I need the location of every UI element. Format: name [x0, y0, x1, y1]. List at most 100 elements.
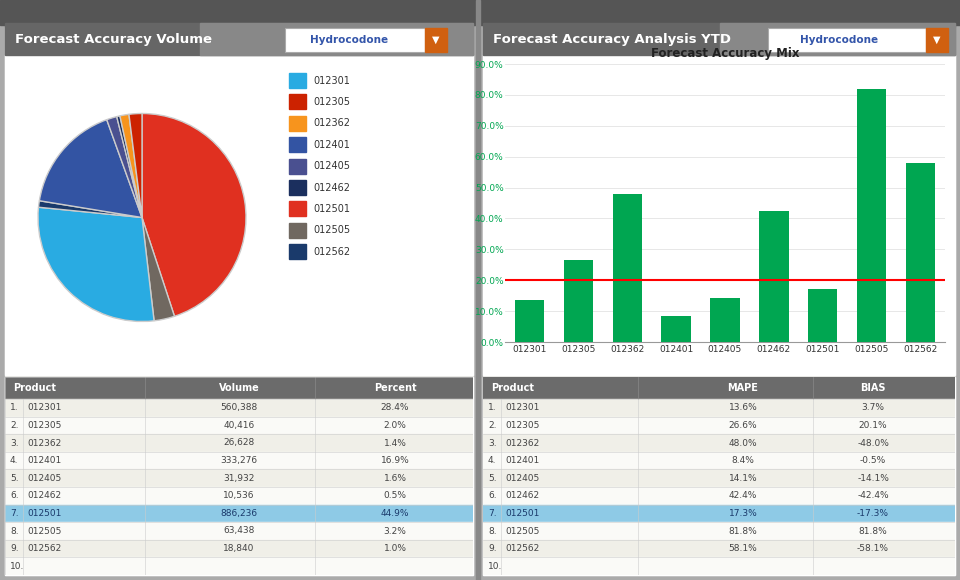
Bar [5, 377, 473, 399]
Text: 58.1%: 58.1% [729, 544, 757, 553]
Text: 2.: 2. [488, 421, 496, 430]
Bar [476, 0, 480, 580]
Text: 44.9%: 44.9% [381, 509, 409, 518]
Text: 012505: 012505 [313, 226, 350, 235]
Text: 6.: 6. [10, 491, 18, 501]
Text: 012305: 012305 [27, 421, 61, 430]
Bar [483, 487, 955, 505]
Text: 1.6%: 1.6% [383, 474, 406, 483]
Text: Product: Product [13, 383, 56, 393]
Bar [808, 289, 837, 342]
Bar [5, 416, 473, 434]
Text: 5.: 5. [10, 474, 18, 483]
Text: -48.0%: -48.0% [857, 438, 889, 448]
Text: -17.3%: -17.3% [857, 509, 889, 518]
Text: 2.: 2. [10, 421, 18, 430]
Text: -0.5%: -0.5% [860, 456, 886, 465]
Text: 012562: 012562 [505, 544, 540, 553]
Text: 26.6%: 26.6% [729, 421, 757, 430]
Text: 3.2%: 3.2% [384, 527, 406, 535]
Text: 012505: 012505 [505, 527, 540, 535]
Bar [289, 137, 306, 152]
Bar [289, 180, 306, 195]
Text: 560,388: 560,388 [221, 403, 257, 412]
Bar [483, 469, 955, 487]
Bar [289, 95, 306, 110]
Text: 18,840: 18,840 [224, 544, 254, 553]
Text: 10,536: 10,536 [224, 491, 254, 501]
Bar [483, 416, 955, 434]
Bar [483, 505, 955, 522]
Text: 31,932: 31,932 [224, 474, 254, 483]
Text: 3.: 3. [10, 438, 18, 448]
Text: 7.: 7. [488, 509, 496, 518]
Bar [612, 194, 642, 342]
Text: 16.9%: 16.9% [380, 456, 409, 465]
Bar [483, 377, 955, 399]
Text: 1.4%: 1.4% [384, 438, 406, 448]
Bar [720, 23, 955, 55]
Text: 10.: 10. [10, 561, 24, 571]
Bar [857, 89, 886, 342]
Bar [483, 522, 955, 540]
Bar [5, 377, 473, 575]
Wedge shape [38, 201, 142, 218]
Bar [289, 223, 306, 238]
Text: 012405: 012405 [505, 474, 540, 483]
Text: 012562: 012562 [27, 544, 61, 553]
Text: 13.6%: 13.6% [729, 403, 757, 412]
Text: 3.: 3. [488, 438, 496, 448]
Text: 9.: 9. [488, 544, 496, 553]
Wedge shape [107, 117, 142, 218]
Bar [906, 162, 935, 342]
Text: 012301: 012301 [505, 403, 540, 412]
Text: -42.4%: -42.4% [857, 491, 889, 501]
Text: 3.7%: 3.7% [861, 403, 884, 412]
Bar [483, 452, 955, 469]
Text: 012462: 012462 [505, 491, 540, 501]
Text: 17.3%: 17.3% [729, 509, 757, 518]
Text: Hydrocodone: Hydrocodone [800, 35, 878, 45]
Bar [926, 28, 948, 52]
Bar [0, 0, 960, 25]
Text: Forecast Accuracy Volume: Forecast Accuracy Volume [15, 32, 212, 45]
Wedge shape [39, 119, 142, 218]
Bar [5, 522, 473, 540]
Bar [5, 23, 473, 55]
Bar [564, 260, 593, 342]
Bar [425, 28, 447, 52]
Bar [483, 399, 955, 416]
Text: 012562: 012562 [313, 247, 350, 257]
Text: Percent: Percent [373, 383, 417, 393]
Text: 012362: 012362 [27, 438, 61, 448]
Text: 012501: 012501 [313, 204, 350, 214]
Text: 5.: 5. [488, 474, 496, 483]
Bar [661, 316, 691, 342]
Bar [5, 487, 473, 505]
Text: 1.: 1. [10, 403, 18, 412]
Text: BIAS: BIAS [860, 383, 886, 393]
Text: 14.1%: 14.1% [729, 474, 757, 483]
Text: 012301: 012301 [313, 75, 349, 86]
Text: 26,628: 26,628 [224, 438, 254, 448]
Wedge shape [117, 116, 142, 218]
Bar [289, 73, 306, 88]
Text: 4.: 4. [10, 456, 18, 465]
Text: 012405: 012405 [27, 474, 61, 483]
Text: Product: Product [491, 383, 534, 393]
Text: 012401: 012401 [313, 140, 349, 150]
Text: 2.0%: 2.0% [384, 421, 406, 430]
Text: 8.: 8. [10, 527, 18, 535]
Legend: FA Mix, Target: FA Mix, Target [599, 374, 719, 393]
Bar [483, 23, 955, 55]
Text: 012405: 012405 [313, 161, 350, 171]
Bar [483, 27, 955, 575]
Text: MAPE: MAPE [728, 383, 758, 393]
Text: 8.: 8. [488, 527, 496, 535]
Text: 012362: 012362 [313, 118, 350, 128]
Text: 20.1%: 20.1% [858, 421, 887, 430]
Bar [5, 452, 473, 469]
Text: 9.: 9. [10, 544, 18, 553]
Text: 6.: 6. [488, 491, 496, 501]
Text: ▼: ▼ [933, 35, 941, 45]
